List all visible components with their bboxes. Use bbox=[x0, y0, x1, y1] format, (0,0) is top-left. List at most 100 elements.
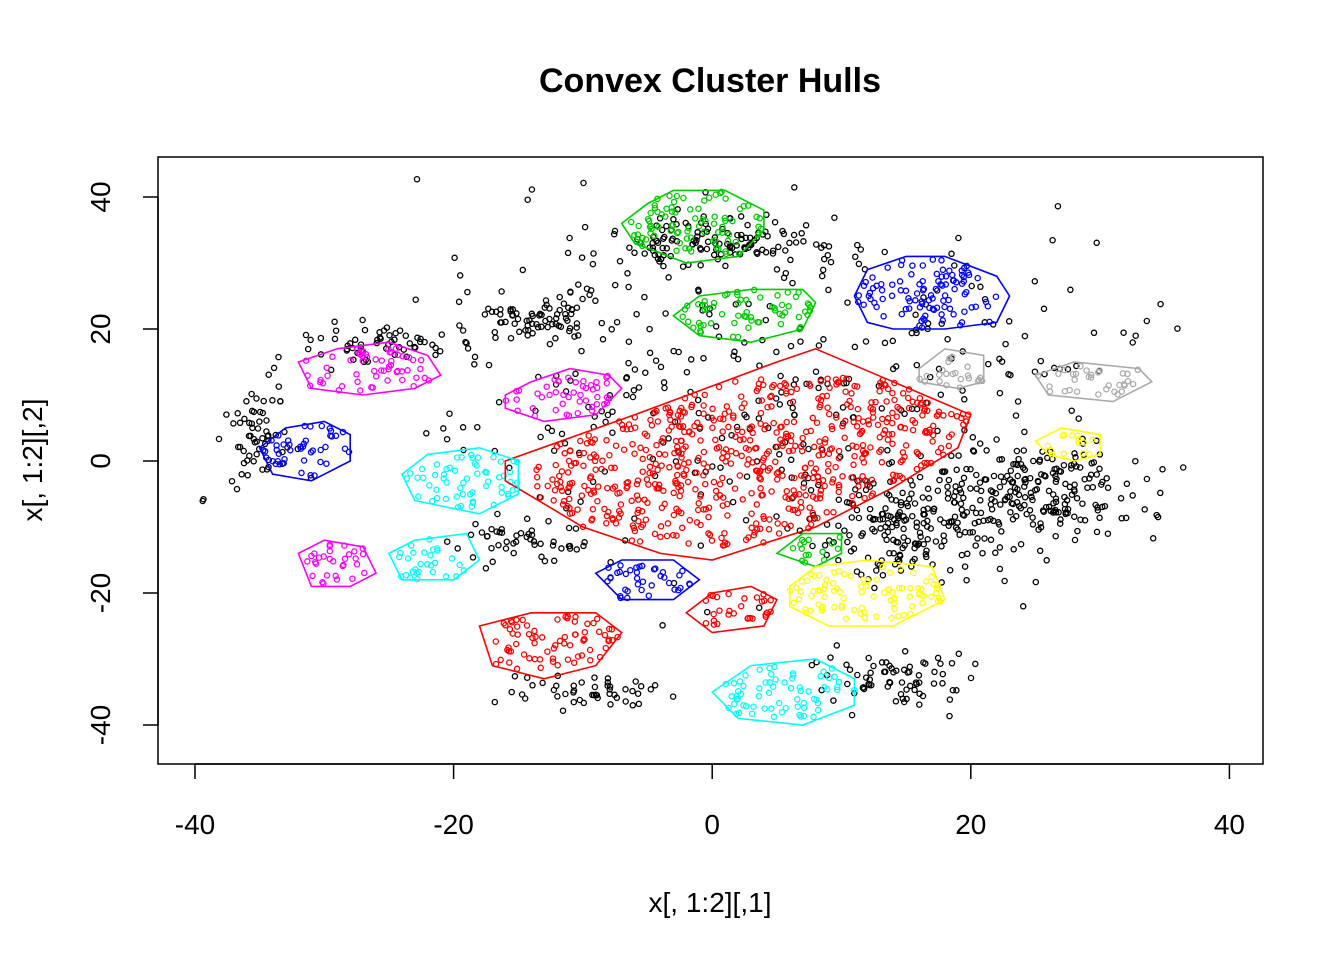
cluster-point bbox=[961, 308, 968, 315]
noise-point bbox=[503, 538, 510, 546]
noise-point bbox=[528, 186, 536, 193]
noise-point bbox=[1076, 464, 1084, 471]
cluster-hull-14 bbox=[684, 585, 778, 634]
cluster-point bbox=[659, 568, 667, 576]
cluster-point bbox=[673, 229, 681, 237]
noise-point bbox=[538, 553, 545, 561]
noise-point bbox=[1073, 362, 1080, 370]
cluster-point bbox=[898, 584, 906, 592]
cluster-point bbox=[913, 465, 921, 473]
cluster-point bbox=[834, 545, 842, 552]
cluster-point bbox=[532, 633, 539, 641]
noise-point bbox=[791, 411, 798, 419]
cluster-point bbox=[831, 603, 838, 611]
cluster-point bbox=[555, 377, 562, 385]
cluster-point bbox=[916, 281, 923, 288]
cluster-point bbox=[1046, 383, 1053, 390]
noise-point bbox=[512, 538, 520, 546]
noise-point bbox=[562, 690, 569, 698]
cluster-point bbox=[794, 509, 802, 517]
noise-point bbox=[263, 417, 270, 424]
cluster-point bbox=[741, 595, 748, 602]
cluster-point bbox=[666, 409, 674, 416]
cluster-point bbox=[324, 372, 331, 379]
cluster-point bbox=[941, 292, 949, 299]
noise-point bbox=[867, 669, 874, 677]
cluster-point bbox=[549, 476, 556, 483]
noise-point bbox=[995, 521, 1003, 528]
cluster-point bbox=[664, 404, 672, 411]
cluster-point bbox=[568, 509, 576, 517]
noise-point bbox=[753, 234, 760, 242]
noise-point bbox=[787, 456, 795, 464]
noise-point bbox=[857, 246, 865, 253]
cluster-point bbox=[841, 570, 848, 578]
noise-point bbox=[269, 397, 276, 404]
cluster-point bbox=[506, 659, 513, 666]
cluster-point bbox=[663, 532, 671, 540]
cluster-point bbox=[835, 447, 843, 455]
noise-point bbox=[919, 692, 927, 700]
x-tick-label: 20 bbox=[955, 809, 986, 840]
cluster-point bbox=[605, 625, 613, 633]
cluster-point bbox=[902, 287, 910, 295]
noise-point bbox=[668, 237, 676, 244]
noise-point bbox=[1092, 501, 1099, 509]
noise-point bbox=[754, 250, 761, 257]
cluster-point bbox=[673, 247, 680, 255]
cluster-point bbox=[552, 642, 559, 649]
cluster-point bbox=[759, 457, 767, 464]
cluster-point bbox=[883, 398, 890, 405]
cluster-point bbox=[760, 513, 767, 520]
cluster-point bbox=[757, 485, 764, 492]
cluster-point bbox=[564, 613, 571, 620]
noise-point bbox=[265, 371, 272, 378]
cluster-point bbox=[811, 572, 818, 580]
cluster-point bbox=[839, 374, 847, 382]
x-axis-label: x[, 1:2][,1] bbox=[649, 887, 772, 918]
cluster-point bbox=[743, 308, 750, 316]
noise-point bbox=[976, 479, 984, 486]
cluster-point bbox=[883, 418, 890, 426]
cluster-point bbox=[1075, 439, 1083, 447]
cluster-point bbox=[924, 399, 931, 407]
cluster-point bbox=[570, 659, 578, 666]
cluster-point bbox=[731, 319, 738, 327]
cluster-point bbox=[865, 417, 872, 424]
cluster-point bbox=[655, 223, 662, 231]
noise-point bbox=[670, 216, 677, 223]
noise-point bbox=[726, 243, 734, 251]
noise-point bbox=[360, 358, 368, 366]
noise-point bbox=[775, 243, 782, 251]
cluster-hull-8 bbox=[400, 446, 520, 515]
noise-point bbox=[658, 226, 666, 234]
cluster-point bbox=[755, 231, 762, 238]
cluster-point bbox=[433, 461, 441, 468]
cluster-point bbox=[781, 679, 788, 686]
cluster-point bbox=[839, 473, 846, 480]
cluster-point bbox=[874, 421, 882, 429]
noise-point bbox=[248, 390, 255, 398]
noise-point bbox=[920, 511, 927, 518]
noise-point bbox=[996, 456, 1003, 463]
noise-point bbox=[913, 361, 921, 369]
cluster-point bbox=[866, 289, 874, 297]
cluster-point bbox=[697, 437, 704, 444]
cluster-point bbox=[724, 512, 731, 519]
noise-point bbox=[776, 401, 784, 408]
cluster-point bbox=[686, 206, 694, 213]
noise-point bbox=[1096, 465, 1103, 473]
cluster-point bbox=[897, 287, 905, 294]
noise-point bbox=[565, 524, 573, 532]
cluster-point bbox=[307, 449, 315, 456]
cluster-point bbox=[761, 425, 768, 433]
cluster-point bbox=[896, 472, 904, 480]
cluster-point bbox=[772, 676, 779, 683]
noise-point bbox=[755, 397, 762, 404]
noise-point bbox=[904, 537, 912, 545]
noise-point bbox=[998, 456, 1006, 463]
cluster-point bbox=[1083, 367, 1090, 374]
cluster-point bbox=[695, 222, 703, 230]
cluster-point bbox=[734, 291, 741, 298]
noise-point bbox=[351, 336, 359, 344]
